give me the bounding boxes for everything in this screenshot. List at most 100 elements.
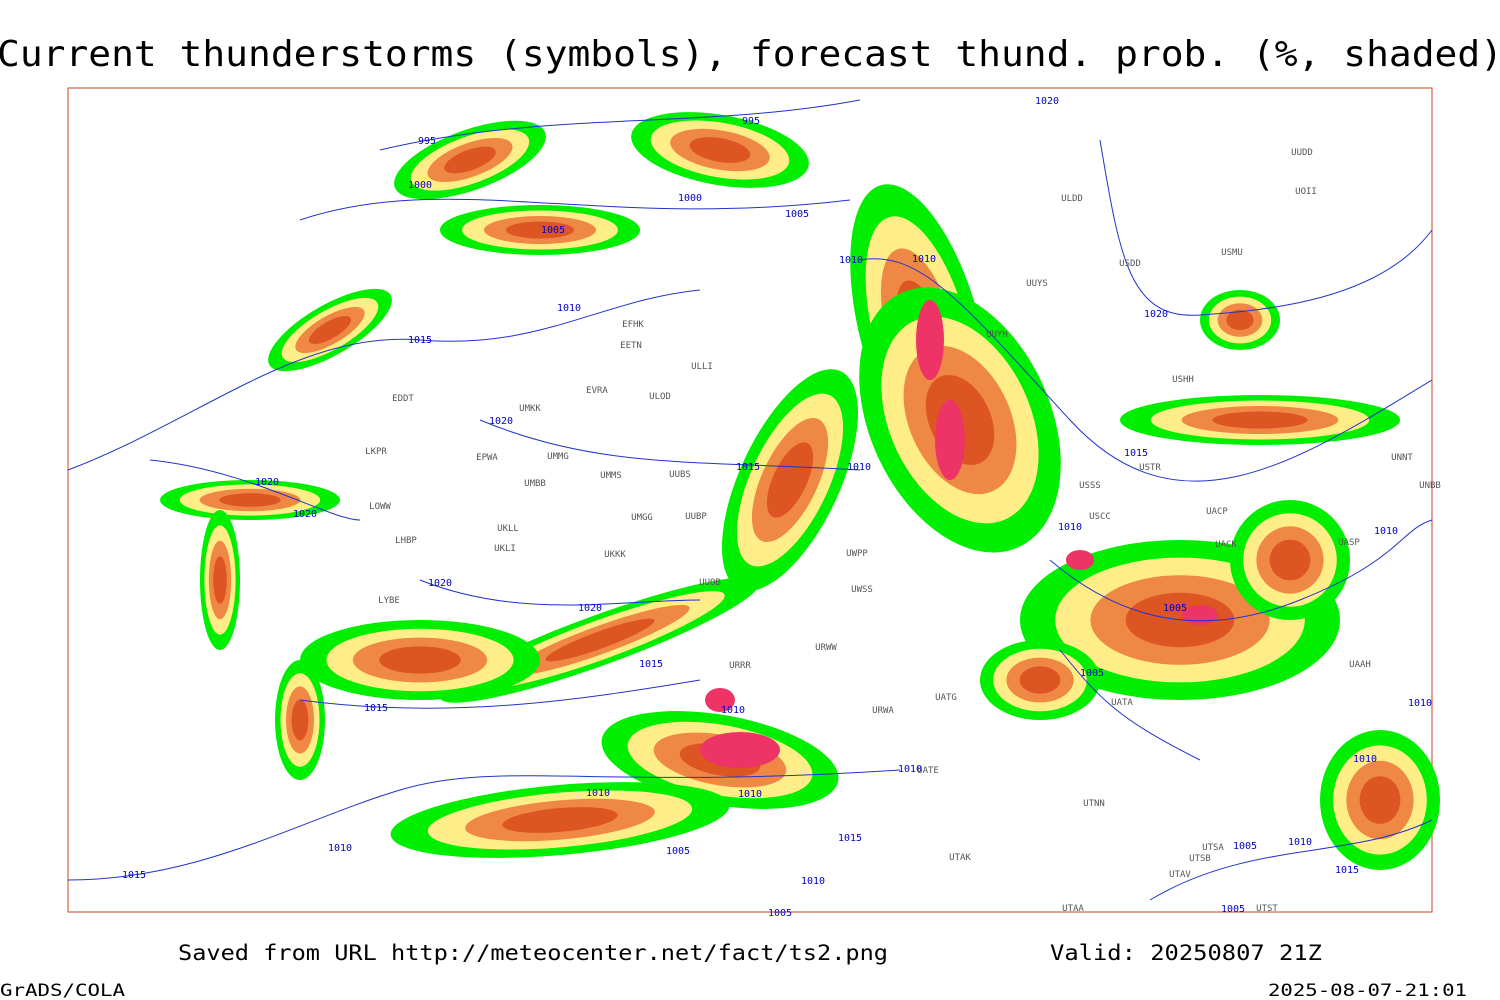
isobar-label: 1010 [847,462,871,473]
isobar-label: 1005 [768,908,792,919]
station-label: UTAK [949,853,971,863]
station-label: UTSB [1189,854,1211,864]
station-label: USSS [1079,481,1101,491]
station-label: USDD [1119,259,1141,269]
shade-blob [545,618,655,662]
isobar-label: 1010 [898,764,922,775]
station-label: USTR [1139,463,1161,473]
isobar-label: 1010 [328,843,352,854]
station-label: LYBE [378,596,400,606]
station-label: UTAA [1062,904,1084,914]
station-label: USCC [1089,512,1111,522]
isobar [67,769,901,881]
station-label: UUBS [669,470,691,480]
station-label: UAAH [1349,660,1371,670]
isobar [299,198,851,221]
thunder-core [700,732,780,768]
shade-blob [444,146,496,174]
isobar [859,258,1433,482]
shade-blob [1212,411,1308,429]
isobar [419,579,701,606]
isobar [1099,139,1433,316]
station-label: UNNT [1391,453,1413,463]
station-label: UATA [1111,698,1133,708]
isobar-label: 1010 [557,303,581,314]
shade-blob [1359,776,1401,824]
isobar-label: 1015 [838,833,862,844]
station-label: UTSA [1202,843,1224,853]
title: Current thunderstorms (symbols), forecas… [0,34,1500,75]
station-label: EETN [620,341,642,351]
isobar [1049,519,1433,622]
shade-blob [308,316,352,344]
software: GrADS/COLA [0,981,125,1000]
isobar [1059,649,1201,761]
isobar-label: 1010 [738,789,762,800]
station-label: UWSS [851,585,873,595]
isobar-label: 1020 [428,578,452,589]
thunder-core [1066,550,1094,570]
station-label: UUOB [699,578,721,588]
isobar-label: 1020 [293,509,317,520]
station-label: UTAV [1169,870,1191,880]
shade-blob [219,493,281,507]
station-label: LOWW [369,502,391,512]
station-label: UMMS [600,471,622,481]
station-label: UMBB [524,479,546,489]
station-label: URWA [872,706,894,716]
isobar-label: 1015 [1124,448,1148,459]
isobar-label: 1015 [736,462,760,473]
shade-blob [291,699,309,741]
isobar-label: 1015 [408,335,432,346]
probability-shading [160,112,1440,870]
isobar-label: 1010 [1058,522,1082,533]
shade-blob [1269,539,1311,581]
isobar-label: 1005 [1221,904,1245,915]
thunder-core [916,300,944,380]
isobar-label: 1015 [1335,865,1359,876]
station-label: EVRA [586,386,608,396]
shade-blob [506,221,574,239]
isobar-label: 1005 [1163,603,1187,614]
isobar [479,419,861,471]
shade-blob [689,137,751,163]
station-label: URWW [815,643,837,653]
station-label: UKLI [494,544,516,554]
valid-time: Valid: 20250807 21Z [1050,941,1322,965]
isobar-label: 1005 [541,225,565,236]
isobar-label: 1015 [639,659,663,670]
isobar-label: 1005 [1233,841,1257,852]
isobar [67,289,701,471]
shade-blob [502,807,618,833]
isobar-label: 1015 [364,703,388,714]
isobar-label: 1020 [578,603,602,614]
station-label: UUBP [685,512,707,522]
isobar [149,459,361,521]
station-label: ULDD [1061,194,1083,204]
source-url: Saved from URL http://meteocenter.net/fa… [178,941,888,965]
station-label: UNBB [1419,481,1441,491]
station-label: LKPR [365,447,387,457]
station-label: LHBP [395,536,417,546]
isobar [379,99,861,151]
isobar [1149,819,1433,901]
shade-blob [213,556,227,604]
isobar-label: 1020 [1035,96,1059,107]
station-label: EPWA [476,453,498,463]
isobar-label: 1010 [1408,698,1432,709]
station-label: EDDT [392,394,414,404]
timestamp: 2025-08-07-21:01 [1268,981,1467,1000]
station-label: USMU [1221,248,1243,258]
isobar-label: 1015 [122,870,146,881]
isobar-label: 1020 [489,416,513,427]
isobar-label: 1010 [1374,526,1398,537]
station-label: UWPP [846,549,868,559]
station-label: EFHK [622,320,644,330]
station-label: UUYS [1026,279,1048,289]
isobar-label: 1010 [912,254,936,265]
isobar-label: 1020 [1144,309,1168,320]
thunder-core [1182,605,1218,625]
isobar-label: 1005 [666,846,690,857]
station-label: URRR [729,661,751,671]
isobar-label: 1000 [408,180,432,191]
